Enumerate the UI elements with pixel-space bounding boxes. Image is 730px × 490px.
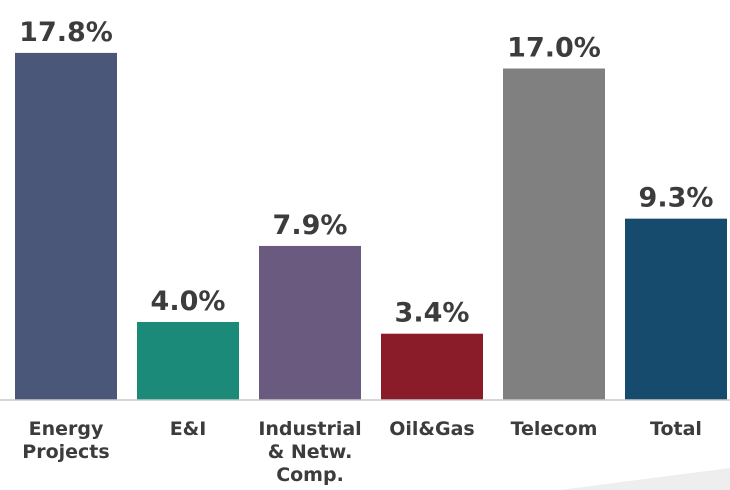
value-label: 17.8% [19,17,113,48]
value-label: 9.3% [639,183,714,214]
decoration [560,468,730,490]
value-label: 7.9% [273,210,348,241]
x-tick-label: Energy Projects [22,418,110,463]
x-tick-label: Industrial & Netw. Comp. [258,418,362,486]
x-tick-label: Telecom [510,418,598,440]
bar [503,68,605,400]
bar [381,333,483,400]
x-tick-label: Total [650,418,702,440]
value-label: 3.4% [395,298,470,329]
bar [137,322,239,400]
bar [625,218,727,400]
x-tick-label: Oil&Gas [389,418,475,440]
value-label: 17.0% [507,33,601,64]
bar [15,52,117,401]
value-label: 4.0% [151,286,226,317]
x-tick-label: E&I [169,418,207,440]
bar [259,245,361,400]
